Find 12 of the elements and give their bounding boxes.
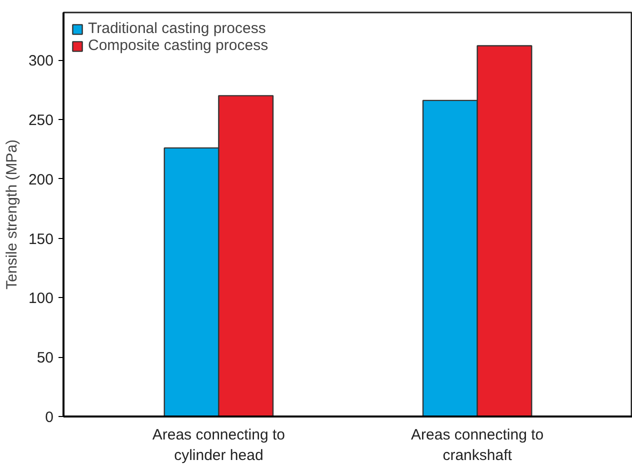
x-tick-label: Areas connecting to crankshaft bbox=[411, 426, 544, 464]
y-tick-label: 200 bbox=[28, 171, 54, 188]
x-tick-label: Areas connecting to cylinder head bbox=[152, 426, 285, 464]
y-tick-label: 300 bbox=[28, 52, 54, 70]
y-tick-label: 50 bbox=[36, 350, 54, 367]
legend-label: Traditional casting process bbox=[88, 20, 266, 37]
legend-label: Composite casting process bbox=[88, 37, 268, 54]
y-tick-label: 250 bbox=[28, 112, 54, 129]
y-tick-label: 100 bbox=[28, 290, 54, 308]
y-tick-label: 0 bbox=[45, 409, 54, 426]
y-tick-label: 150 bbox=[28, 230, 54, 248]
y-axis-title: Tensile strength (MPa) bbox=[3, 139, 20, 290]
